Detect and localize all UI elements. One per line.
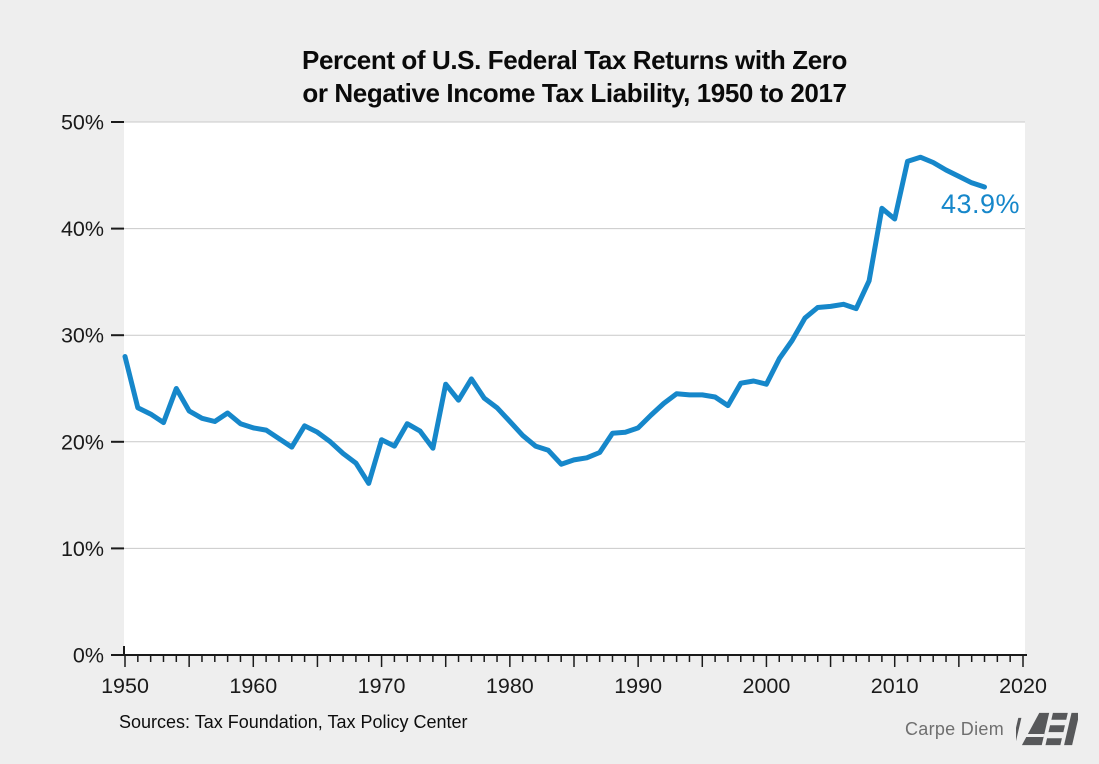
x-tick-label: 2010 <box>871 674 919 698</box>
plot-area <box>124 122 1025 655</box>
last-value-annotation: 43.9% <box>941 189 1021 219</box>
y-tick-label: 10% <box>61 537 104 561</box>
carpe-diem-label: Carpe Diem <box>904 718 1004 739</box>
x-tick-label: 1960 <box>229 674 277 698</box>
x-tick-label: 1950 <box>101 674 149 698</box>
aei-logo-icon <box>1016 712 1078 746</box>
chart-title-line1: Percent of U.S. Federal Tax Returns with… <box>302 45 847 75</box>
x-tick-label: 2020 <box>999 674 1047 698</box>
data-line-series <box>122 154 987 486</box>
x-tick-label: 2000 <box>743 674 791 698</box>
chart-title-line2: or Negative Income Tax Liability, 1950 t… <box>302 78 847 108</box>
sources-caption: Sources: Tax Foundation, Tax Policy Cent… <box>119 712 468 732</box>
y-tick-label: 30% <box>61 324 104 348</box>
y-tick-label: 0% <box>73 644 104 668</box>
y-tick-label: 50% <box>61 111 104 135</box>
branding-block: Carpe Diem <box>905 708 1078 750</box>
chart-title: Percent of U.S. Federal Tax Returns with… <box>124 44 1025 110</box>
y-tick-label: 20% <box>61 430 104 454</box>
x-tick-label: 1980 <box>486 674 534 698</box>
x-tick-label: 1990 <box>614 674 662 698</box>
y-tick-label: 40% <box>61 217 104 241</box>
x-tick-label: 1970 <box>358 674 406 698</box>
